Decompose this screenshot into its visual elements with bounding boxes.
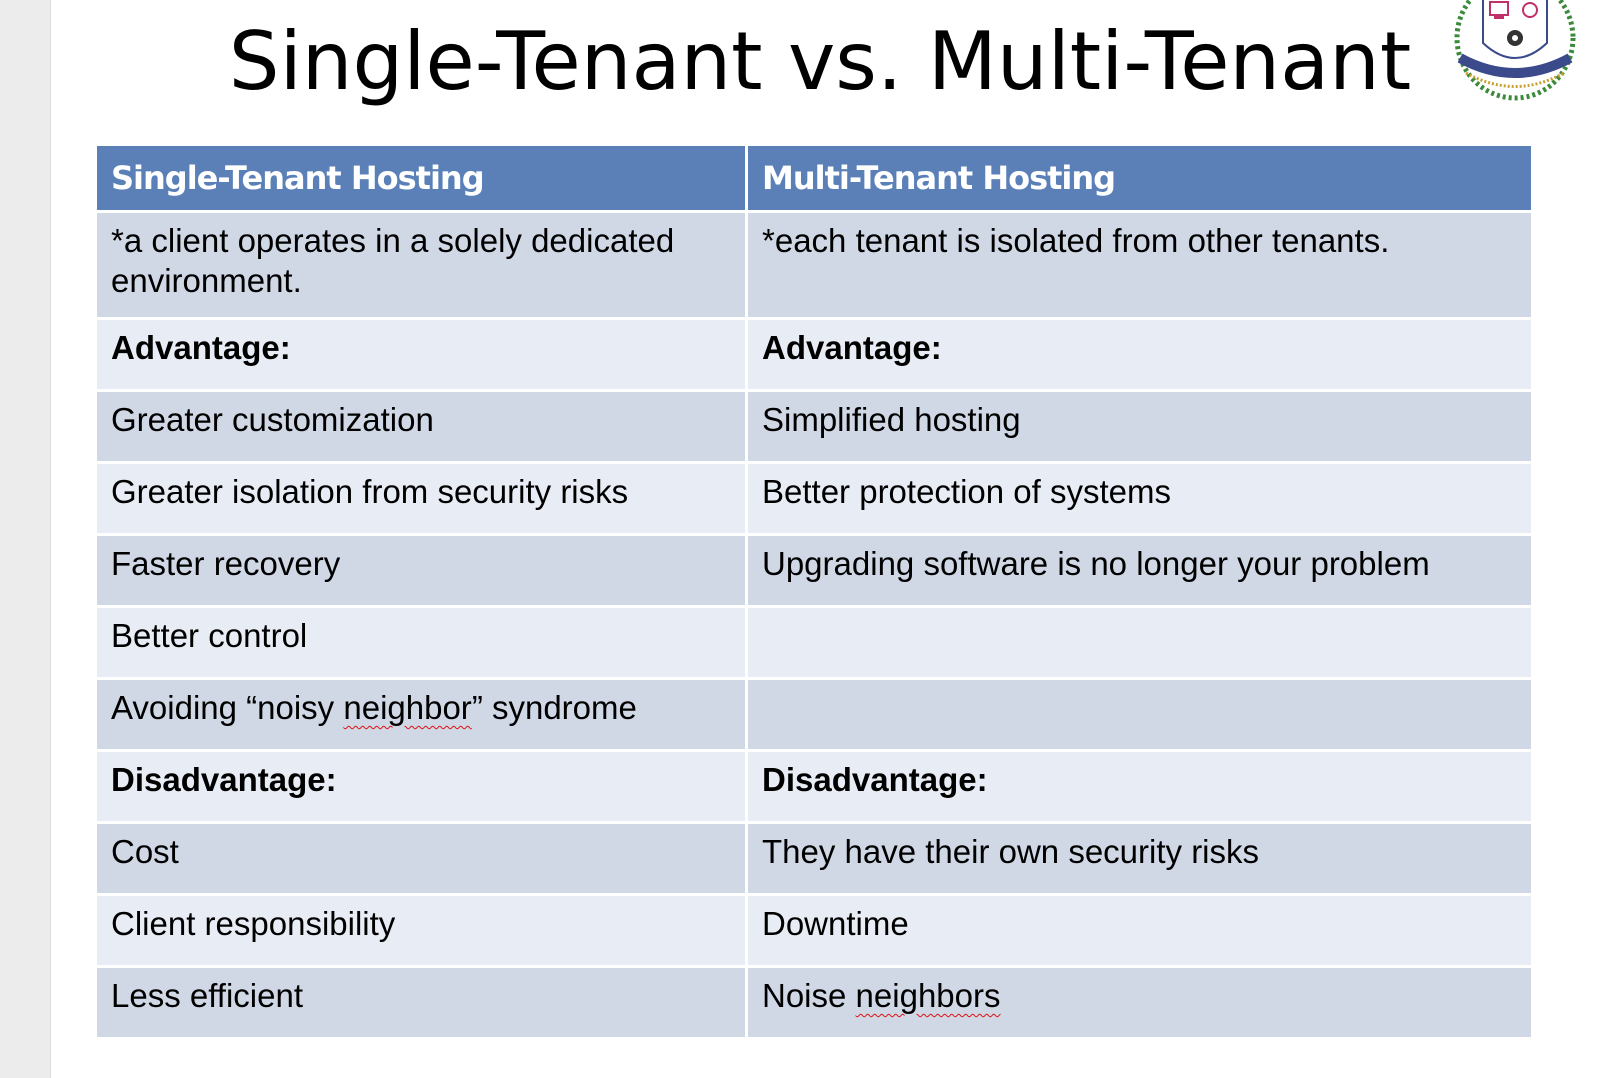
table-row: Cost They have their own security risks [94, 821, 1534, 896]
text-segment: Noise [762, 977, 856, 1014]
single-description: *a client operates in a solely dedicated… [94, 210, 748, 320]
multi-advantage-item: Better protection of systems [745, 461, 1534, 536]
slide-title: Single-Tenant vs. Multi-Tenant [228, 15, 1412, 108]
table-row: Disadvantage: Disadvantage: [94, 749, 1534, 824]
table-row: Advantage: Advantage: [94, 317, 1534, 392]
table-row: Avoiding “noisy neighbor” syndrome [94, 677, 1534, 752]
single-disadvantage-label: Disadvantage: [94, 749, 748, 824]
multi-advantage-item [745, 605, 1534, 680]
single-disadvantage-item: Less efficient [94, 965, 748, 1040]
table-row: Client responsibility Downtime [94, 893, 1534, 968]
single-advantage-item: Greater isolation from security risks [94, 461, 748, 536]
text-segment: ” syndrome [471, 689, 637, 726]
university-seal-icon: JUSTICE PEACE REVOLUTION [1448, 0, 1583, 108]
table-row: Faster recovery Upgrading software is no… [94, 533, 1534, 608]
multi-disadvantage-item: Noise neighbors [745, 965, 1534, 1040]
spellcheck-word[interactable]: neighbor [343, 689, 472, 726]
multi-description: *each tenant is isolated from other tena… [745, 210, 1534, 320]
multi-advantage-item: Upgrading software is no longer your pro… [745, 533, 1534, 608]
table-row: *a client operates in a solely dedicated… [94, 210, 1534, 320]
table-row: Better control [94, 605, 1534, 680]
multi-disadvantage-item: They have their own security risks [745, 821, 1534, 896]
multi-advantage-item [745, 677, 1534, 752]
single-advantage-item: Better control [94, 605, 748, 680]
table-row: Greater isolation from security risks Be… [94, 461, 1534, 536]
single-advantage-item: Faster recovery [94, 533, 748, 608]
header-multi-tenant: Multi-Tenant Hosting [745, 143, 1534, 213]
multi-advantage-label: Advantage: [745, 317, 1534, 392]
header-single-tenant: Single-Tenant Hosting [94, 143, 748, 213]
single-advantage-item: Greater customization [94, 389, 748, 464]
table-row: Less efficient Noise neighbors [94, 965, 1534, 1040]
single-advantage-label: Advantage: [94, 317, 748, 392]
comparison-table: Single-Tenant Hosting Multi-Tenant Hosti… [94, 143, 1534, 1040]
multi-disadvantage-item: Downtime [745, 893, 1534, 968]
single-disadvantage-item: Cost [94, 821, 748, 896]
single-disadvantage-item: Client responsibility [94, 893, 748, 968]
spellcheck-word[interactable]: neighbors [855, 977, 1001, 1014]
text-segment: Avoiding “noisy [111, 689, 344, 726]
table-header-row: Single-Tenant Hosting Multi-Tenant Hosti… [94, 143, 1534, 213]
single-advantage-item: Avoiding “noisy neighbor” syndrome [94, 677, 748, 752]
left-panel-edge [0, 0, 51, 1078]
multi-disadvantage-label: Disadvantage: [745, 749, 1534, 824]
table-row: Greater customization Simplified hosting [94, 389, 1534, 464]
multi-advantage-item: Simplified hosting [745, 389, 1534, 464]
